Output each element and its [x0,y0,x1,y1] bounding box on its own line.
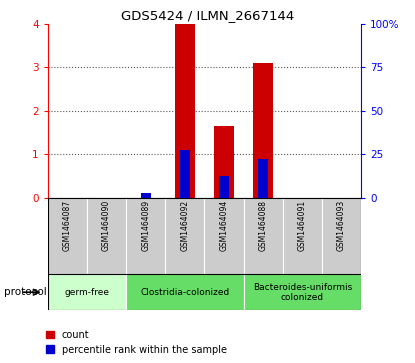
Text: protocol: protocol [4,287,47,297]
Text: GSM1464094: GSM1464094 [220,200,229,251]
Text: GSM1464091: GSM1464091 [298,200,307,251]
Bar [141,193,151,198]
Bar [258,159,268,198]
Text: GSM1464087: GSM1464087 [63,200,72,251]
Text: GSM1464089: GSM1464089 [141,200,150,251]
Text: Clostridia-colonized: Clostridia-colonized [140,288,229,297]
Bar [48,198,87,274]
Bar [175,24,195,198]
Bar [244,198,283,274]
Bar [322,198,361,274]
Text: GSM1464088: GSM1464088 [259,200,268,251]
Bar [205,198,244,274]
Bar [214,126,234,198]
Text: GSM1464090: GSM1464090 [102,200,111,251]
Bar [283,198,322,274]
Bar [180,150,190,198]
Text: germ-free: germ-free [64,288,110,297]
Bar [126,274,244,310]
Bar [126,198,165,274]
Text: GSM1464093: GSM1464093 [337,200,346,251]
Bar [244,274,361,310]
Bar [48,274,126,310]
Bar [253,63,273,198]
Bar [165,198,204,274]
Legend: count, percentile rank within the sample: count, percentile rank within the sample [46,330,227,355]
Text: Bacteroides-uniformis
colonized: Bacteroides-uniformis colonized [253,282,352,302]
Text: GDS5424 / ILMN_2667144: GDS5424 / ILMN_2667144 [121,9,294,22]
Text: GSM1464092: GSM1464092 [180,200,189,251]
Bar [87,198,126,274]
Bar [219,176,229,198]
